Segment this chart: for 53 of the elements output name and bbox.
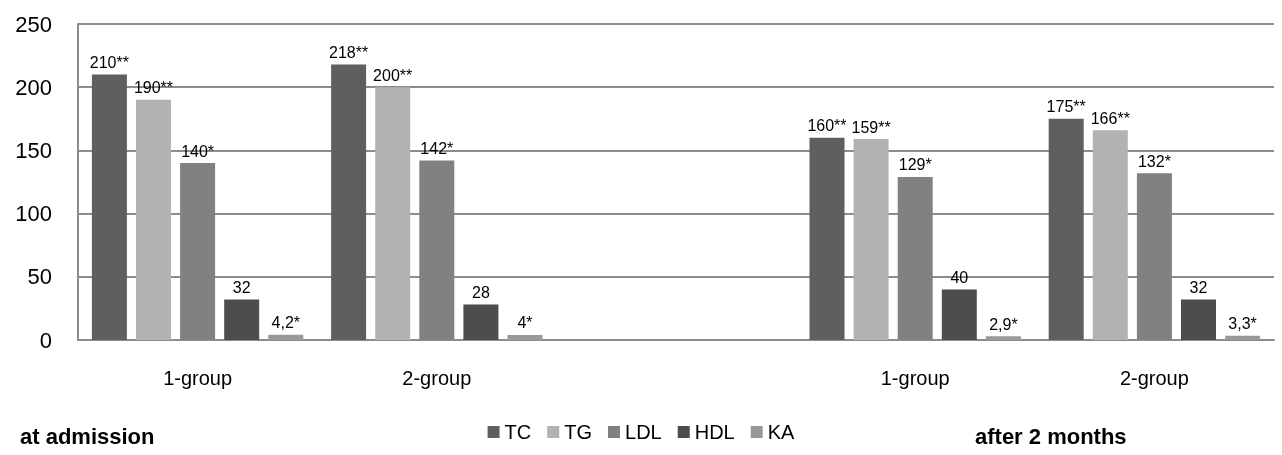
bar bbox=[463, 304, 499, 340]
y-tick-label: 50 bbox=[27, 264, 52, 290]
y-tick-label: 250 bbox=[15, 11, 52, 37]
legend-label: LDL bbox=[625, 421, 662, 443]
data-label: 200** bbox=[373, 66, 413, 84]
data-label: 160** bbox=[807, 117, 847, 135]
x-tick-label: 2-group bbox=[402, 367, 472, 389]
data-label: 159** bbox=[851, 118, 891, 136]
bar bbox=[941, 289, 977, 340]
data-label: 210** bbox=[89, 54, 129, 72]
x-tick-label: 1-group bbox=[880, 367, 950, 389]
legend-label: TG bbox=[564, 421, 593, 443]
data-label: 190** bbox=[133, 79, 174, 97]
legend-label: TC bbox=[504, 421, 532, 443]
bar bbox=[224, 299, 260, 340]
y-tick-label: 200 bbox=[15, 74, 52, 100]
legend-label: HDL bbox=[694, 421, 735, 443]
data-label: 140* bbox=[181, 142, 215, 160]
data-label: 4,2* bbox=[271, 314, 301, 332]
y-tick-label: 0 bbox=[39, 327, 52, 353]
data-label: 218** bbox=[329, 43, 369, 61]
y-tick-label: 100 bbox=[15, 201, 52, 227]
bar bbox=[136, 99, 171, 340]
data-label: 40 bbox=[950, 268, 969, 286]
y-tick-label: 150 bbox=[15, 137, 52, 163]
data-label: 3,3* bbox=[1228, 315, 1257, 333]
legend-label: KA bbox=[767, 421, 796, 443]
data-label: 142* bbox=[420, 140, 454, 158]
text: after 2 months bbox=[975, 423, 1127, 449]
bar bbox=[1048, 118, 1084, 340]
bar bbox=[331, 64, 367, 340]
data-label: 32 bbox=[232, 279, 251, 297]
data-label: 166** bbox=[1090, 109, 1130, 127]
data-label: 28 bbox=[472, 284, 490, 302]
data-label: 132* bbox=[1137, 152, 1171, 170]
x-tick-label: 2-group bbox=[1119, 367, 1189, 389]
data-label: 2,9* bbox=[989, 315, 1018, 333]
data-label: 4* bbox=[517, 314, 533, 332]
bar bbox=[268, 334, 304, 340]
bar bbox=[507, 334, 543, 340]
data-label: 175** bbox=[1046, 98, 1086, 116]
x-tick-label: 1-group bbox=[163, 367, 233, 389]
bar bbox=[809, 137, 845, 340]
data-label: 129* bbox=[898, 156, 932, 174]
bar bbox=[1092, 130, 1128, 340]
bar bbox=[1181, 299, 1216, 340]
bar bbox=[853, 139, 889, 340]
bar bbox=[1225, 335, 1261, 340]
data-label: 32 bbox=[1189, 279, 1208, 297]
bar bbox=[375, 87, 411, 340]
text: at admission bbox=[20, 423, 155, 449]
bar bbox=[985, 336, 1021, 340]
bar bbox=[91, 74, 127, 340]
